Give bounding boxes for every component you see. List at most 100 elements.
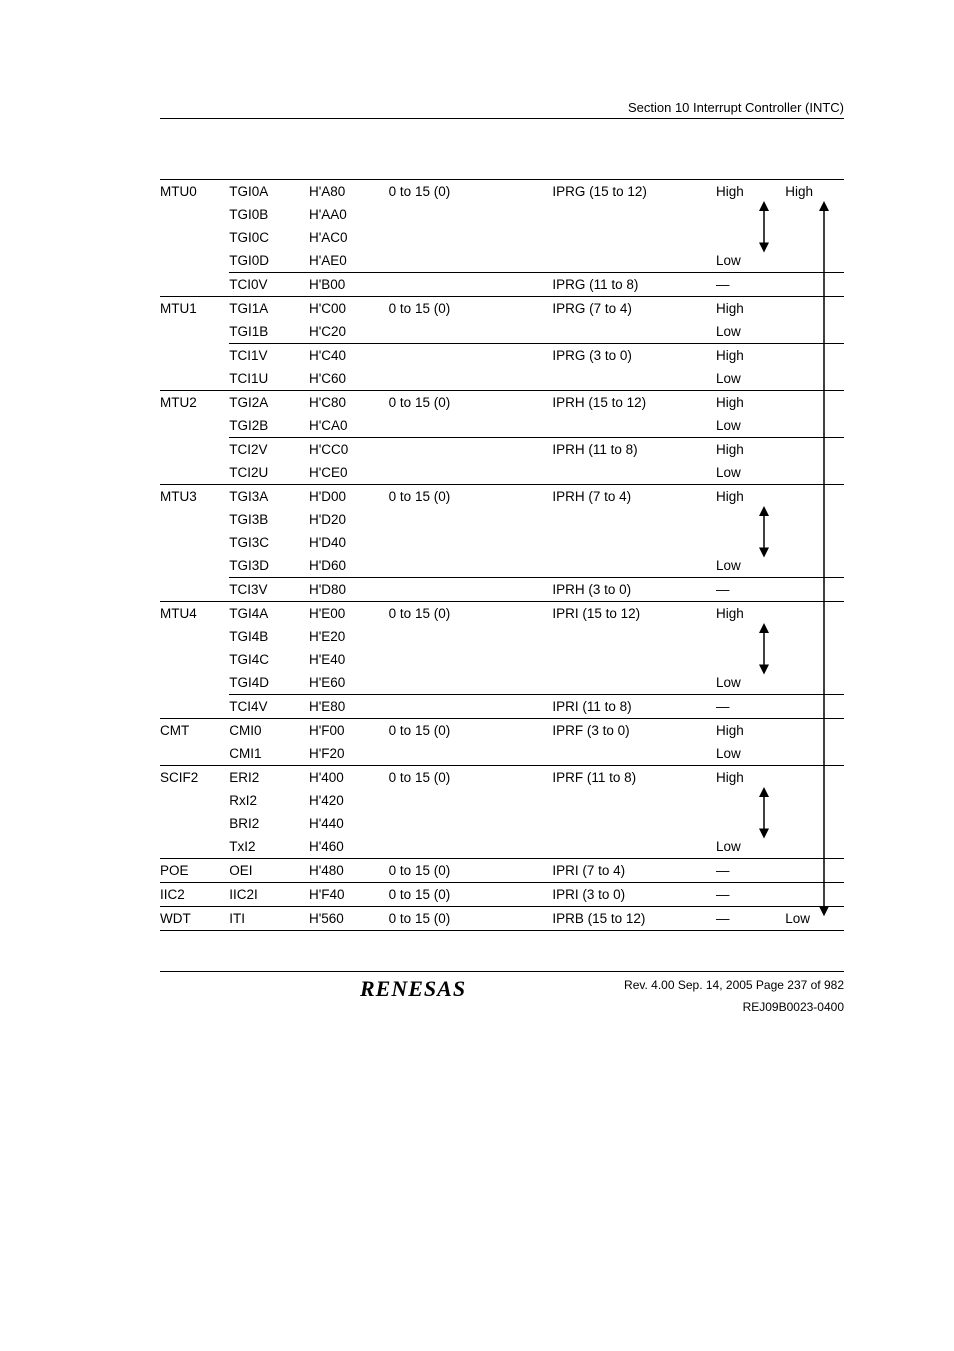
cell-vec: H'420 (309, 789, 389, 812)
cell-name: ERI2 (229, 766, 309, 790)
cell-in: Low (716, 835, 785, 859)
table-row: TxI2H'460Low (160, 835, 844, 859)
cell-in: High (716, 438, 785, 462)
cell-name: TCI0V (229, 273, 309, 297)
table-row: TGI1BH'C20Low (160, 320, 844, 344)
cell-in: — (716, 907, 785, 931)
cell-name: OEI (229, 859, 309, 883)
cell-src (160, 554, 229, 578)
cell-vec: H'E40 (309, 648, 389, 671)
cell-pri (389, 671, 553, 695)
cell-name: TCI3V (229, 578, 309, 602)
table-row: POEOEIH'4800 to 15 (0)IPRI (7 to 4)— (160, 859, 844, 883)
cell-ipr (552, 226, 716, 249)
cell-name: BRI2 (229, 812, 309, 835)
cell-name: TGI1B (229, 320, 309, 344)
table-row: TGI3CH'D40 (160, 531, 844, 554)
cell-pri (389, 554, 553, 578)
cell-def (785, 578, 844, 602)
cell-name: IIC2I (229, 883, 309, 907)
cell-pri: 0 to 15 (0) (389, 907, 553, 931)
cell-ipr: IPRH (11 to 8) (552, 438, 716, 462)
cell-in (716, 531, 785, 554)
cell-name: TGI2B (229, 414, 309, 438)
cell-ipr: IPRF (3 to 0) (552, 719, 716, 743)
cell-def: High (785, 180, 844, 204)
cell-src (160, 508, 229, 531)
table-row: TGI4CH'E40 (160, 648, 844, 671)
cell-src: IIC2 (160, 883, 229, 907)
cell-vec: H'E60 (309, 671, 389, 695)
cell-name: RxI2 (229, 789, 309, 812)
cell-def (785, 883, 844, 907)
cell-name: ITI (229, 907, 309, 931)
cell-vec: H'460 (309, 835, 389, 859)
cell-name: TGI0C (229, 226, 309, 249)
cell-pri: 0 to 15 (0) (389, 719, 553, 743)
cell-name: TCI1V (229, 344, 309, 368)
cell-src (160, 789, 229, 812)
cell-src (160, 812, 229, 835)
cell-vec: H'440 (309, 812, 389, 835)
cell-src (160, 461, 229, 485)
cell-in: Low (716, 367, 785, 391)
cell-ipr: IPRF (11 to 8) (552, 766, 716, 790)
cell-ipr (552, 320, 716, 344)
cell-in (716, 226, 785, 249)
cell-name: TGI3D (229, 554, 309, 578)
cell-pri (389, 249, 553, 273)
cell-name: CMI0 (229, 719, 309, 743)
cell-name: CMI1 (229, 742, 309, 766)
cell-vec: H'A80 (309, 180, 389, 204)
table-row: TGI0DH'AE0Low (160, 249, 844, 273)
renesas-logo: RENESAS (360, 976, 466, 1002)
cell-in (716, 625, 785, 648)
cell-name: TGI4D (229, 671, 309, 695)
table-row: IIC2IIC2IH'F400 to 15 (0)IPRI (3 to 0)— (160, 883, 844, 907)
cell-src (160, 438, 229, 462)
cell-ipr (552, 461, 716, 485)
cell-in (716, 789, 785, 812)
cell-ipr (552, 554, 716, 578)
cell-ipr: IPRI (11 to 8) (552, 695, 716, 719)
cell-vec: H'D20 (309, 508, 389, 531)
cell-name: TGI3B (229, 508, 309, 531)
cell-def (785, 742, 844, 766)
cell-pri: 0 to 15 (0) (389, 883, 553, 907)
cell-in: High (716, 485, 785, 509)
cell-pri (389, 789, 553, 812)
cell-vec: H'F20 (309, 742, 389, 766)
cell-vec: H'D00 (309, 485, 389, 509)
cell-pri (389, 531, 553, 554)
cell-src (160, 648, 229, 671)
table-row: TGI4BH'E20 (160, 625, 844, 648)
cell-pri (389, 226, 553, 249)
table-row: MTU3TGI3AH'D000 to 15 (0)IPRH (7 to 4)Hi… (160, 485, 844, 509)
footer-rej: REJ09B0023-0400 (160, 1000, 844, 1014)
cell-in (716, 508, 785, 531)
cell-ipr: IPRG (15 to 12) (552, 180, 716, 204)
cell-def (785, 625, 844, 648)
section-header: Section 10 Interrupt Controller (INTC) (160, 100, 844, 119)
table-row: WDTITIH'5600 to 15 (0)IPRB (15 to 12)—Lo… (160, 907, 844, 931)
cell-pri (389, 203, 553, 226)
cell-in: High (716, 766, 785, 790)
cell-vec: H'CE0 (309, 461, 389, 485)
cell-vec: H'C40 (309, 344, 389, 368)
cell-ipr (552, 789, 716, 812)
cell-ipr (552, 203, 716, 226)
table-row: MTU2TGI2AH'C800 to 15 (0)IPRH (15 to 12)… (160, 391, 844, 415)
cell-src (160, 273, 229, 297)
cell-vec: H'C00 (309, 297, 389, 321)
cell-pri (389, 835, 553, 859)
cell-name: TGI0A (229, 180, 309, 204)
cell-in: High (716, 180, 785, 204)
cell-vec: H'400 (309, 766, 389, 790)
cell-pri (389, 695, 553, 719)
footer-rev: Rev. 4.00 Sep. 14, 2005 Page 237 of 982 (160, 978, 844, 992)
table-row: MTU4TGI4AH'E000 to 15 (0)IPRI (15 to 12)… (160, 602, 844, 626)
cell-src (160, 742, 229, 766)
cell-vec: H'C80 (309, 391, 389, 415)
cell-def (785, 344, 844, 368)
cell-src: MTU3 (160, 485, 229, 509)
